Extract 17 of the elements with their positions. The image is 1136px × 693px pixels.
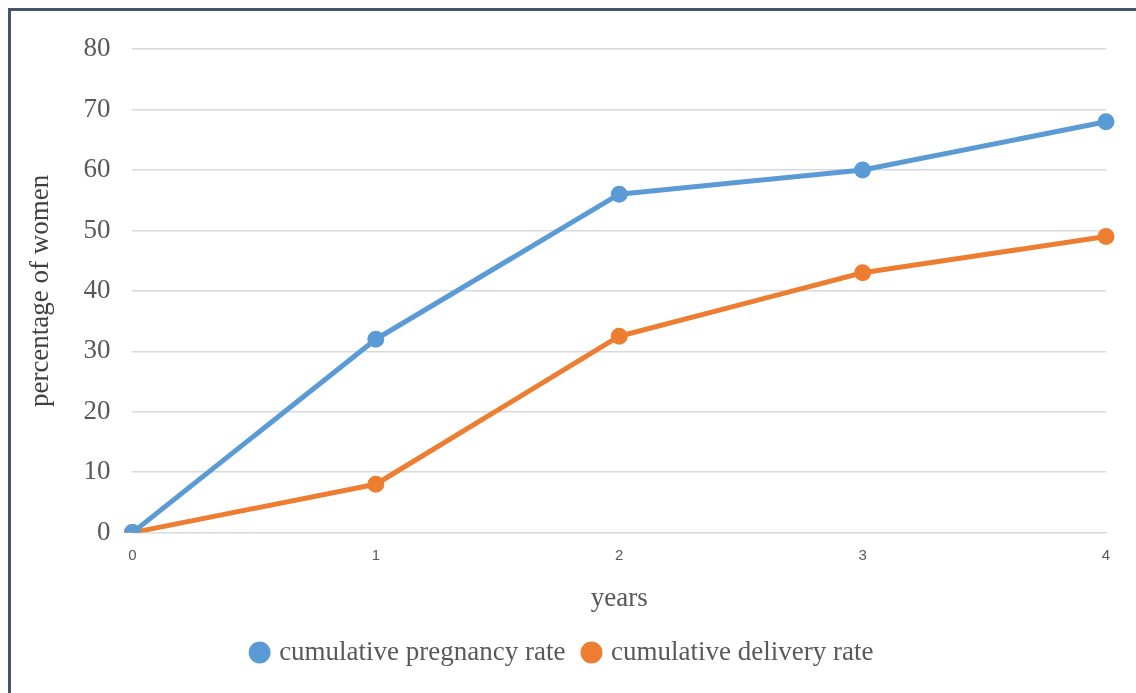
y-tick-label: 10	[83, 455, 111, 486]
y-tick-label: 80	[83, 32, 111, 63]
legend-label: cumulative delivery rate	[610, 635, 874, 666]
x-axis-title: years	[590, 581, 648, 612]
y-tick-label: 40	[83, 273, 111, 304]
x-tick-label: 0	[128, 545, 137, 563]
y-tick-label: 30	[83, 334, 111, 365]
x-tick-label: 3	[858, 545, 867, 563]
legend-label: cumulative pregnancy rate	[279, 635, 566, 666]
y-tick-label: 70	[83, 92, 111, 123]
y-tick-label: 20	[83, 394, 111, 425]
y-tick-label: 50	[83, 213, 111, 244]
x-tick-label: 4	[1101, 545, 1111, 563]
x-tick-label: 1	[371, 545, 380, 563]
y-tick-label: 60	[83, 153, 111, 184]
x-tick-label: 2	[615, 545, 624, 563]
y-axis-title: percentage of women	[24, 174, 55, 408]
